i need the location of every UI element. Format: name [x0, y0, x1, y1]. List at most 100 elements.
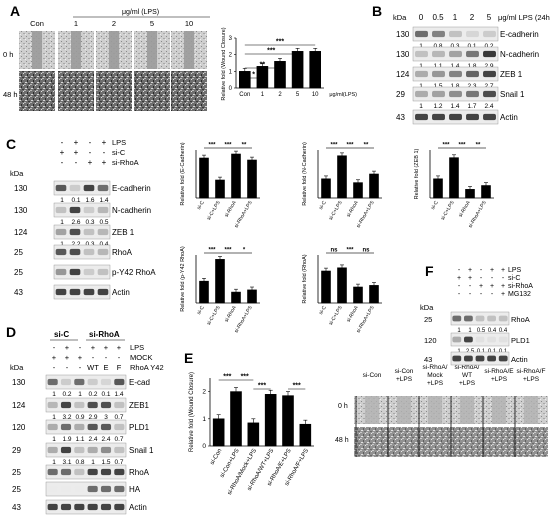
- panel-c-chart-5-sig-label: ***: [346, 248, 354, 254]
- panel-d-kda-value: 130: [12, 378, 26, 387]
- panel-c-blot-band: [55, 288, 67, 296]
- panel-b-blot-band: [449, 30, 462, 38]
- panel-b-quant-value: 2.9: [484, 63, 493, 70]
- panel-d-blot-band: [47, 423, 58, 431]
- panel-d-blot-band: [74, 423, 85, 431]
- panel-c-quant-value: 1.6: [85, 197, 94, 204]
- panel-b-lane-label: 2: [470, 13, 475, 22]
- panel-c-quant-value: 0.1: [71, 197, 80, 204]
- panel-f-treatment-sign: -: [491, 275, 494, 282]
- panel-c-treatment-sign: -: [75, 158, 78, 167]
- panel-f-blot-band: [475, 355, 485, 362]
- wound-image-48h: [171, 71, 207, 111]
- panel-f-blot-band: [487, 355, 497, 362]
- panel-a-row-label: 0 h: [3, 50, 13, 59]
- panel-b-blot-band: [466, 113, 479, 121]
- panel-c-quant-value: 2.6: [71, 219, 80, 226]
- panel-b-quant-value: 1.8: [467, 63, 476, 70]
- panel-e-column-label: WT: [462, 372, 472, 379]
- panel-c-chart-3-bar: [465, 189, 475, 199]
- panel-c-kda-value: 25: [14, 268, 23, 277]
- panel-d-blot-band: [114, 378, 125, 386]
- panel-d-treatment-sign: -: [105, 353, 108, 362]
- panel-c-chart-2-bar: [369, 173, 379, 199]
- panel-f-blot-band: [452, 355, 462, 362]
- panel-c-chart-1-sig-label: ***: [208, 143, 216, 149]
- panel-f-blot-band: [463, 315, 473, 322]
- panel-a-chart-bar: [256, 66, 269, 89]
- panel-c-quant-value: 1.4: [99, 197, 108, 204]
- panel-d-blot-band: [100, 423, 112, 431]
- panel-e-chart-bar: [247, 422, 260, 447]
- panel-c-chart-2-bar: [337, 155, 347, 199]
- panel-d-kda-value: 25: [12, 468, 21, 477]
- panel-d-quant-value: 1: [91, 459, 95, 466]
- panel-d-kda-header: kDa: [10, 363, 24, 372]
- panel-d-blot-band: [114, 503, 125, 511]
- panel-f-treatment-sign: -: [458, 283, 461, 290]
- panel-d-blot-band: [114, 423, 125, 431]
- panel-c-blot-band: [69, 248, 81, 256]
- panel-c-chart-5-sig-label: ns: [330, 248, 338, 254]
- panel-e-column-label: +LPS: [427, 380, 444, 387]
- panel-d-blot-band: [60, 378, 72, 386]
- panel-a-column-label: 2: [112, 19, 116, 28]
- panel-d-treatment-sign: -: [79, 343, 82, 352]
- panel-c-chart-2-sig-label: **: [364, 143, 369, 149]
- panel-c-chart-1-bar: [215, 179, 225, 199]
- panel-c-chart-x-tick-label: si-C: [430, 200, 440, 211]
- panel-d-quant-value: 1.1: [75, 436, 84, 443]
- panel-f-treatment-label: si-RhoA: [508, 283, 533, 290]
- panel-c-blot-strip: [53, 284, 111, 300]
- panel-a-x-tick-label: Con: [239, 92, 250, 98]
- panel-c-chart-3-sig-label: ***: [458, 143, 466, 149]
- panel-f-treatment-sign: +: [501, 283, 505, 290]
- panel-c-chart-4-bar: [231, 291, 241, 304]
- panel-f-treatment-sign: -: [480, 267, 483, 274]
- panel-d-blot-band: [47, 468, 58, 476]
- panel-a-column-label: Con: [30, 19, 44, 28]
- panel-c-blot-strip: [53, 244, 111, 260]
- panel-d-blot-band: [60, 485, 72, 493]
- panel-b-kda-value: 130: [396, 30, 410, 39]
- panel-e-y-tick-label: 0: [202, 443, 206, 450]
- panel-d-blot-band: [114, 446, 125, 454]
- panel-c-chart-x-tick-label: si-C: [196, 305, 206, 316]
- panel-e-chart-bar: [230, 391, 242, 447]
- panel-d-blot-band: [100, 378, 112, 386]
- panel-d-quant-value: 1: [52, 436, 56, 443]
- panel-c-chart-y-axis-label: Relative fold (RhoA): [302, 254, 308, 303]
- panel-d-kda-value: 43: [12, 503, 21, 512]
- panel-b-quant-value: 1: [419, 43, 423, 50]
- wound-gap: [32, 31, 42, 69]
- wound-gap: [109, 31, 119, 69]
- panel-c-chart-x-tick-label: si-RhoA: [458, 199, 472, 218]
- panel-e-column-label: si-Con: [363, 372, 382, 379]
- panel-d-protein-label: Actin: [129, 503, 147, 512]
- panel-c-blot-band: [69, 228, 81, 236]
- panel-f-treatment-sign: -: [469, 283, 472, 290]
- panel-c-blot-band: [97, 228, 109, 236]
- panel-f-treatment-sign: +: [468, 275, 472, 282]
- panel-f-treatment-sign: -: [491, 291, 494, 298]
- panel-f-treatment-sign: +: [490, 267, 494, 274]
- panel-b-protein-label: E-cadherin: [500, 30, 539, 39]
- panel-f-treatment-sign: -: [480, 291, 483, 298]
- panel-c-chart-1-sig-label: ***: [224, 143, 232, 149]
- panel-d-quant-value: 1: [52, 459, 56, 466]
- panel-c-quant-value: 0.4: [99, 241, 108, 248]
- panel-c-treatment-sign: -: [61, 138, 64, 147]
- panel-c-treatment-sign: -: [89, 148, 92, 157]
- panel-f-blot-band: [452, 315, 462, 322]
- panel-c-blot-band: [83, 288, 95, 296]
- panel-d-protein-label: E-cad: [129, 378, 150, 387]
- panel-c-chart-3-bar: [449, 157, 459, 199]
- panel-c-quant-value: 1: [60, 241, 64, 248]
- panel-d-quant-value: 1: [52, 391, 56, 398]
- panel-d-treatment-sign: +: [104, 343, 109, 352]
- panel-e-chart-bar: [264, 394, 277, 447]
- panel-d-blot-band: [47, 401, 58, 409]
- panel-c-blot-band: [55, 268, 67, 276]
- panel-c-chart-5-bar: [369, 285, 379, 304]
- panel-d-blot-band: [60, 503, 72, 511]
